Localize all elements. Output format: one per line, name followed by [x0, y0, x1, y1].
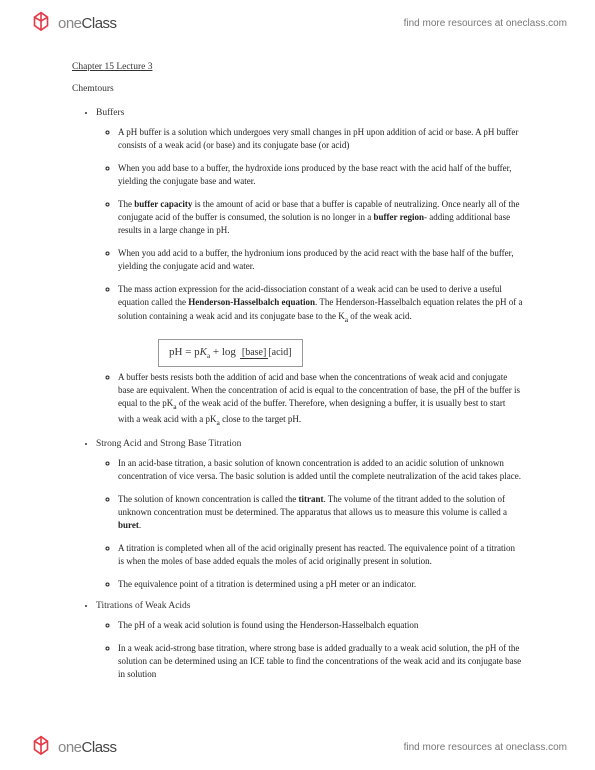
logo-text-class: Class [82, 15, 117, 32]
page-header: oneClass find more resources at oneclass… [0, 0, 595, 44]
bullet-item: In a weak acid-strong base titration, wh… [118, 642, 523, 681]
section-list: BuffersA pH buffer is a solution which u… [72, 108, 523, 681]
footer-logo[interactable]: oneClass [28, 734, 117, 760]
section-item: Titrations of Weak AcidsThe pH of a weak… [96, 601, 523, 681]
document-content: Chapter 15 Lecture 3 Chemtours BuffersA … [0, 44, 595, 681]
bullet-list: The pH of a weak acid solution is found … [96, 619, 523, 681]
bullet-item: When you add base to a buffer, the hydro… [118, 162, 523, 188]
bullet-list: A pH buffer is a solution which undergoe… [96, 126, 523, 429]
bullet-item: The solution of known concentration is c… [118, 493, 523, 532]
logo[interactable]: oneClass [28, 10, 117, 36]
bullet-list: In an acid-base titration, a basic solut… [96, 457, 523, 591]
subtitle: Chemtours [72, 84, 523, 94]
bullet-item: The mass action expression for the acid-… [118, 283, 523, 325]
bullet-item: The equivalence point of a titration is … [118, 578, 523, 591]
logo-text-class: Class [82, 739, 117, 756]
logo-text-one: one [58, 739, 82, 756]
chapter-title: Chapter 15 Lecture 3 [72, 62, 523, 72]
footer-link[interactable]: find more resources at oneclass.com [404, 742, 567, 753]
logo-icon [28, 734, 54, 760]
bullet-item: A titration is completed when all of the… [118, 542, 523, 568]
henderson-hasselbalch-formula: pH = pKa + log[base][acid] [158, 339, 303, 367]
bullet-item: A pH buffer is a solution which undergoe… [118, 126, 523, 152]
section-item: Strong Acid and Strong Base TitrationIn … [96, 439, 523, 591]
bullet-item: A buffer bests resists both the addition… [118, 371, 523, 428]
bullet-item: In an acid-base titration, a basic solut… [118, 457, 523, 483]
logo-icon [28, 10, 54, 36]
bullet-item: The buffer capacity is the amount of aci… [118, 198, 523, 237]
section-item: BuffersA pH buffer is a solution which u… [96, 108, 523, 429]
header-link[interactable]: find more resources at oneclass.com [404, 18, 567, 29]
bullet-item: The pH of a weak acid solution is found … [118, 619, 523, 632]
bullet-item: When you add acid to a buffer, the hydro… [118, 247, 523, 273]
logo-text-one: one [58, 15, 82, 32]
page-footer: oneClass find more resources at oneclass… [0, 726, 595, 770]
